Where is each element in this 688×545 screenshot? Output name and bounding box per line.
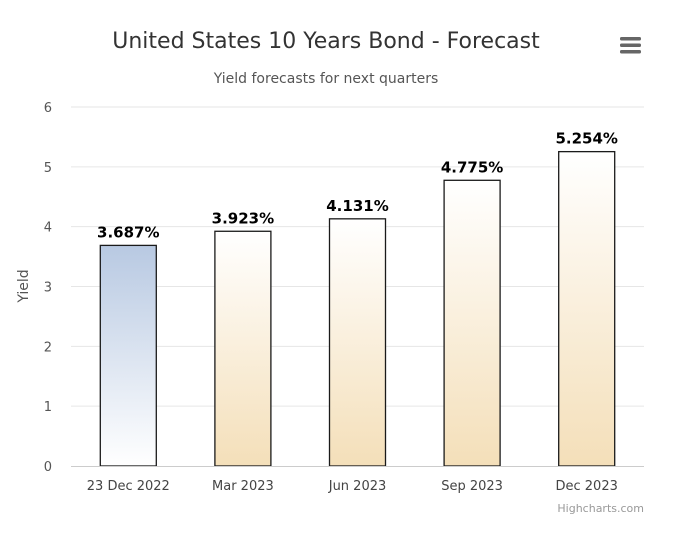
bars-group: 3.687% 3.923% 4.131% 4.775% 5.254% <box>97 130 618 467</box>
x-tick-label: Dec 2023 <box>556 479 618 494</box>
y-tick-label: 3 <box>44 281 52 296</box>
y-tick-label: 4 <box>44 221 52 236</box>
bar-3[interactable] <box>443 179 501 467</box>
y-tick-label: 2 <box>44 340 52 355</box>
data-label: 4.775% <box>441 158 503 176</box>
chart-subtitle: Yield forecasts for next quarters <box>213 71 439 87</box>
bar-4[interactable] <box>558 150 616 467</box>
data-label: 3.923% <box>212 209 274 227</box>
x-tick-label: Jun 2023 <box>328 479 387 494</box>
y-tick-label: 0 <box>44 460 52 475</box>
credits-link[interactable]: Highcharts.com <box>557 502 644 515</box>
bar-0[interactable] <box>99 244 157 467</box>
y-axis-label: Yield <box>16 269 32 303</box>
y-tick-label: 1 <box>44 400 52 415</box>
hamburger-menu-icon[interactable] <box>614 30 648 60</box>
data-label: 3.687% <box>97 223 159 241</box>
x-axis-ticks: 23 Dec 2022 Mar 2023 Jun 2023 Sep 2023 Dec 2… <box>87 479 618 494</box>
x-tick-label: 23 Dec 2022 <box>87 479 170 494</box>
data-label: 5.254% <box>555 130 617 148</box>
y-tick-label: 5 <box>44 161 52 176</box>
bar-2[interactable] <box>328 218 387 467</box>
x-tick-label: Mar 2023 <box>212 479 274 494</box>
chart-title: United States 10 Years Bond - Forecast <box>112 29 540 54</box>
bar-1[interactable] <box>214 230 272 467</box>
x-tick-label: Sep 2023 <box>441 479 503 494</box>
data-label: 4.131% <box>326 197 388 215</box>
y-axis-ticks: 0 1 2 3 4 5 6 <box>44 101 52 475</box>
y-tick-label: 6 <box>44 101 52 116</box>
